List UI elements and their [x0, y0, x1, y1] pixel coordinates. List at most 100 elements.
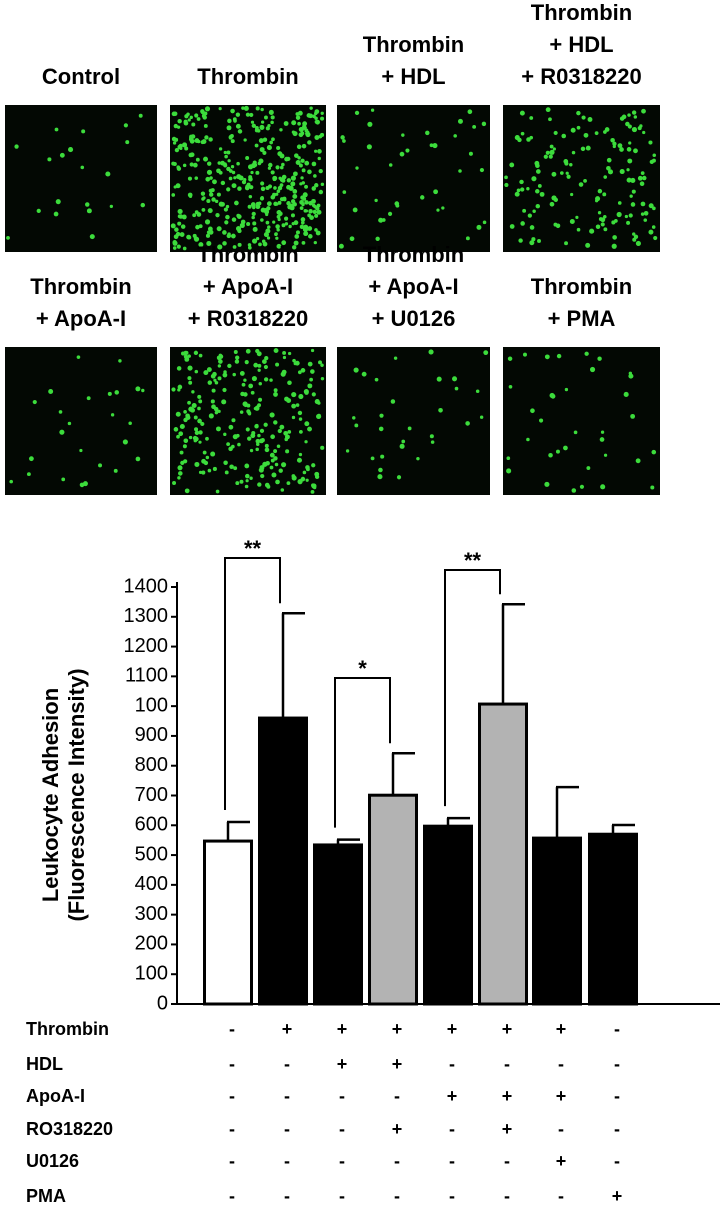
cell-dot [401, 133, 405, 137]
cell-dot [370, 456, 375, 461]
cell-dot [255, 170, 260, 175]
cell-dot [247, 243, 252, 247]
cell-dot [189, 162, 194, 167]
cell-dot [628, 141, 632, 145]
cell-dot [226, 150, 231, 155]
cell-dot [629, 194, 633, 198]
cell-dot [122, 439, 128, 445]
cell-dot [230, 233, 236, 239]
cell-dot [237, 228, 242, 234]
cell-dot [580, 146, 586, 152]
cell-dot [135, 456, 141, 462]
cell-dot [204, 219, 211, 225]
cell-dot [241, 179, 247, 185]
cell-dot [200, 140, 205, 145]
cell-dot [436, 208, 440, 212]
cell-dot [191, 122, 196, 127]
cell-dot [380, 454, 385, 459]
cell-dot [247, 204, 252, 209]
cell-dot [308, 113, 313, 119]
cell-dot [177, 388, 181, 392]
cell-dot [262, 137, 268, 142]
cell-dot [561, 133, 567, 139]
cell-dot [276, 444, 281, 449]
treatment-label: PMA [26, 1186, 66, 1206]
cell-dot [438, 407, 443, 413]
cell-dot [519, 110, 525, 116]
treatment-sign: + [337, 1054, 348, 1074]
cell-dot [192, 213, 197, 218]
cell-dot [187, 376, 192, 381]
cell-dot [551, 171, 557, 177]
cell-dot [262, 359, 267, 364]
cell-dot [607, 169, 614, 175]
cell-dot [405, 148, 410, 153]
cell-dot [228, 169, 233, 173]
cell-dot [519, 179, 524, 185]
cell-dot [319, 132, 325, 138]
cell-dot [207, 468, 212, 473]
cell-dot [269, 452, 275, 458]
cell-dot [613, 219, 618, 223]
cell-dot [649, 159, 654, 165]
cell-dot [539, 191, 545, 197]
cell-dot [300, 368, 306, 373]
cell-dot [194, 113, 199, 118]
cell-dot [584, 351, 589, 356]
cell-dot [352, 207, 358, 213]
cell-dot [571, 150, 576, 155]
cell-dot [429, 434, 434, 439]
bar [368, 793, 418, 1006]
cell-dot [187, 176, 193, 181]
micrograph [5, 105, 157, 252]
cell-dot [396, 475, 402, 480]
cell-dot [194, 369, 199, 374]
cell-dot [123, 123, 128, 128]
cell-dot [529, 225, 535, 230]
cell-dot [296, 144, 302, 150]
cell-dot [301, 143, 307, 149]
cell-dot [232, 117, 237, 122]
cell-dot [251, 123, 256, 128]
cell-dot [535, 189, 540, 194]
cell-dot [504, 182, 509, 188]
cell-dot [294, 234, 300, 239]
cell-dot [280, 488, 285, 492]
cell-dot [320, 116, 325, 121]
panel-label: + ApoA-I [203, 274, 293, 299]
cell-dot [245, 348, 251, 354]
cell-dot [482, 220, 487, 225]
cell-dot [285, 449, 290, 454]
y-tick-label: 800 [135, 754, 168, 776]
cell-dot [531, 176, 537, 182]
cell-dot [571, 488, 577, 493]
treatment-sign: - [229, 1151, 235, 1171]
cell-dot [274, 462, 279, 467]
cell-dot [259, 428, 265, 433]
cell-dot [114, 390, 120, 395]
cell-dot [312, 209, 317, 215]
cell-dot [287, 429, 292, 434]
cell-dot [602, 192, 607, 197]
cell-dot [345, 449, 350, 453]
cell-dot [548, 117, 552, 122]
cell-dot [218, 359, 223, 364]
panel-label: Control [42, 64, 120, 89]
cell-dot [98, 463, 103, 468]
cell-dot [263, 207, 268, 212]
cell-dot [631, 189, 636, 194]
cell-dot [612, 235, 617, 240]
cell-dot [641, 108, 646, 114]
cell-dot [80, 165, 85, 170]
cell-dot [578, 182, 584, 187]
cell-dot [255, 106, 260, 111]
cell-dot [215, 426, 221, 432]
cell-dot [420, 195, 425, 200]
cell-dot [224, 470, 229, 475]
cell-dot [196, 117, 201, 121]
cell-dot [206, 367, 212, 373]
cell-dot [275, 236, 279, 240]
cell-dot [232, 434, 238, 440]
cell-dot [217, 376, 222, 381]
cell-dot [271, 137, 275, 142]
